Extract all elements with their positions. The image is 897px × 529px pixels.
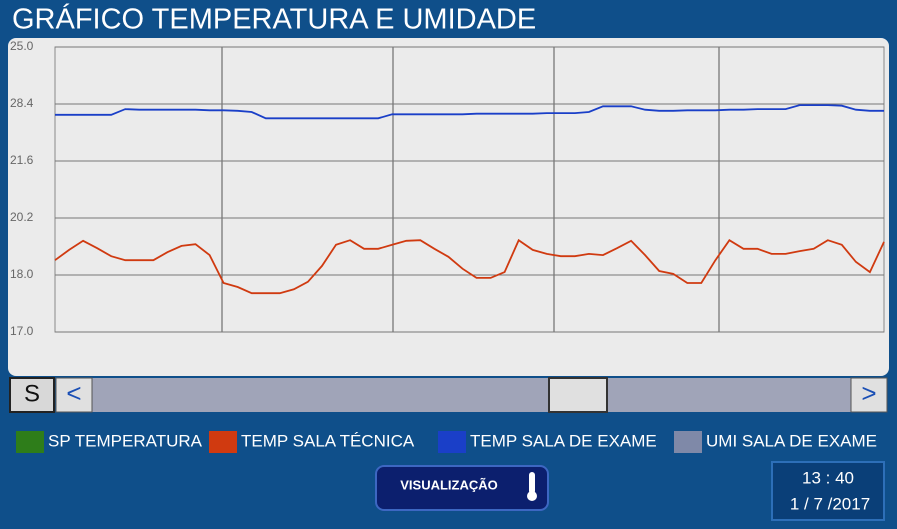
title: GRÁFICO TEMPERATURA E UMIDADE: [12, 3, 536, 36]
view-button-label: VISUALIZAÇÃO: [400, 477, 498, 492]
scroll-left-button[interactable]: [55, 377, 93, 413]
thermometer-icon: [529, 472, 535, 494]
legend: SP TEMPERATURA TEMP SALA TÉCNICA TEMP SALA…: [16, 431, 877, 453]
scroll-right-button[interactable]: [850, 377, 888, 413]
scroll-right-label: >: [861, 378, 876, 408]
legend-swatch: [16, 431, 44, 453]
y-tick-label: 18.0: [10, 267, 34, 281]
clock-date: 1 / 7 /2017: [790, 494, 870, 513]
clock-box: [771, 461, 885, 521]
legend-swatch: [209, 431, 237, 453]
plot-area: [54, 46, 885, 333]
scroll-thumb[interactable]: [548, 377, 608, 413]
y-tick-label: 28.4: [10, 96, 34, 110]
series-line: [54, 238, 885, 295]
vertical-grid: [221, 47, 720, 332]
plot: 17.0 18.0 20.2 21.6 28.4 25.0: [10, 39, 885, 338]
legend-label: TEMP SALA TÉCNICA: [241, 431, 415, 450]
legend-label: UMI SALA DE EXAME: [706, 431, 877, 450]
y-tick-label: 21.6: [10, 153, 34, 167]
scroll-left-label: <: [66, 378, 81, 408]
view-button[interactable]: [375, 465, 549, 511]
y-tick-label: 17.0: [10, 324, 34, 338]
legend-label: SP TEMPERATURA: [48, 431, 203, 450]
y-tick-label: 25.0: [10, 39, 34, 53]
scroll-s-button[interactable]: [9, 377, 55, 413]
legend-label: TEMP SALA DE EXAME: [470, 431, 657, 450]
legend-swatch: [674, 431, 702, 453]
thermometer-bulb: [527, 491, 537, 501]
series-line: [55, 104, 884, 120]
legend-swatch: [438, 431, 466, 453]
scroll-s-label: S: [24, 380, 40, 407]
scroll-track[interactable]: [56, 378, 887, 412]
clock-time: 13 : 40: [802, 468, 854, 487]
y-tick-label: 20.2: [10, 210, 34, 224]
